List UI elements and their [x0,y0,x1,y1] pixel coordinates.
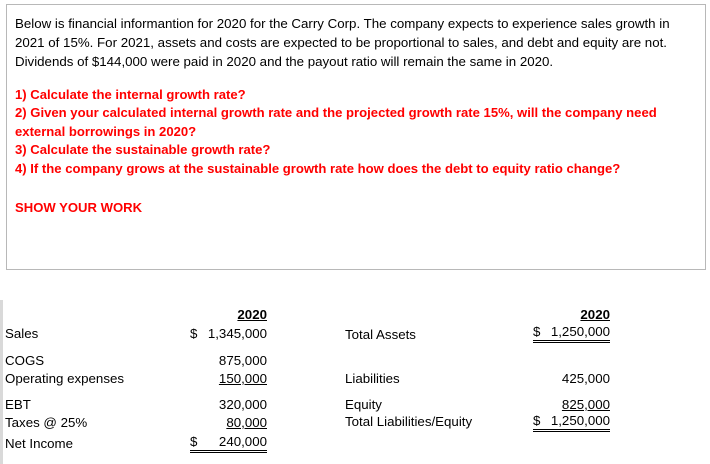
balance-year-header: 2020 [580,307,610,322]
balance-value-total-liabilities-equity: $ 1,250,000 [533,413,610,432]
income-label-cogs: COGS [5,353,45,368]
income-value-cogs: 875,000 [218,353,267,368]
income-value-taxes: 80,000 [226,415,267,430]
balance-label-equity: Equity [345,397,382,412]
question-4: 4) If the company grows at the sustainab… [15,160,621,176]
income-label-net-income: Net Income [5,436,73,451]
total-liabilities-equity-amount: 1,250,000 [550,413,610,428]
balance-value-equity: 825,000 [561,397,610,412]
problem-text-box: Below is financial informantion for 2020… [6,4,706,270]
currency-symbol: $ [533,413,541,428]
total-assets-amount: 1,250,000 [550,324,610,339]
income-label-sales: Sales [5,326,39,341]
income-label-taxes: Taxes @ 25% [5,415,88,430]
question-list: 1) Calculate the internal growth rate? 2… [15,86,696,179]
balance-label-liabilities: Liabilities [345,371,400,386]
show-your-work-label: SHOW YOUR WORK [15,200,143,216]
income-value-operating-expenses: 150,000 [218,371,267,386]
currency-symbol: $ [190,434,198,449]
sheet-gridline [0,300,3,464]
balance-label-total-assets: Total Assets [345,327,416,342]
intro-paragraph: Below is financial informantion for 2020… [15,16,670,70]
income-year-header: 2020 [237,307,267,322]
income-value-sales: $ 1,345,000 [190,326,267,342]
net-income-amount: 240,000 [218,434,267,449]
balance-value-total-assets: $ 1,250,000 [533,324,610,343]
question-3: 3) Calculate the sustainable growth rate… [15,142,271,158]
question-2: 2) Given your calculated internal growth… [15,105,657,139]
balance-label-total-liabilities-equity: Total Liabilities/Equity [345,414,473,429]
currency-symbol: $ [533,324,541,339]
question-1: 1) Calculate the internal growth rate? [15,86,246,102]
income-value-ebt: 320,000 [218,397,267,412]
balance-value-liabilities: 425,000 [561,371,610,386]
currency-symbol: $ [190,326,198,341]
sales-amount: 1,345,000 [207,326,267,341]
income-value-net-income: $ 240,000 [190,434,267,453]
income-label-operating-expenses: Operating expenses [5,371,125,386]
income-label-ebt: EBT [5,397,31,412]
